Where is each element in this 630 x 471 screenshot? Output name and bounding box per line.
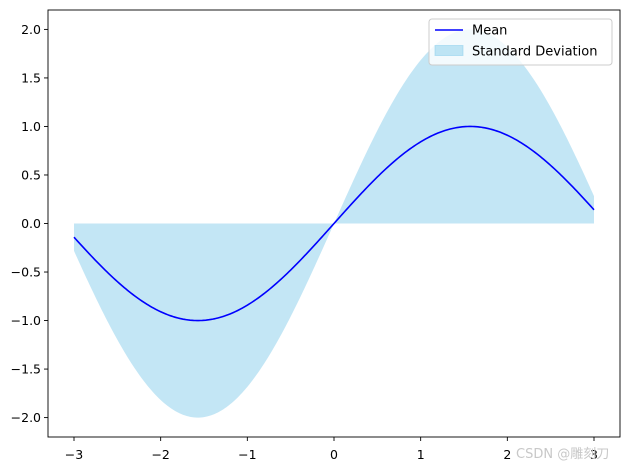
plot-area: [73, 29, 595, 418]
mean-line: [73, 125, 595, 322]
x-axis: −3 −2 −1 0 1 2 3: [65, 437, 598, 462]
x-tick-label: −3: [65, 447, 83, 462]
x-tick-label: 2: [503, 447, 511, 462]
y-tick-label: 0.0: [21, 216, 41, 231]
x-tick-label: 0: [330, 447, 338, 462]
y-tick-label: −2.0: [11, 410, 41, 425]
watermark: CSDN @雕刻刀: [516, 447, 609, 462]
legend-mean-label: Mean: [472, 24, 507, 39]
x-tick-label: 3: [590, 447, 598, 462]
y-axis: −2.0 −1.5 −1.0 −0.5 0.0 0.5 1.0 1.5 2.0: [11, 22, 48, 425]
y-tick-label: 2.0: [21, 22, 41, 37]
x-tick-label: 1: [417, 447, 425, 462]
y-tick-label: −1.5: [11, 362, 41, 377]
x-tick-label: −1: [238, 447, 256, 462]
legend-std-swatch: [434, 45, 464, 56]
y-tick-label: 0.5: [21, 167, 41, 182]
y-tick-label: 1.5: [21, 70, 41, 85]
legend-std-label: Standard Deviation: [472, 45, 597, 60]
x-tick-label: −2: [151, 447, 169, 462]
y-tick-label: 1.0: [21, 119, 41, 134]
y-tick-label: −0.5: [11, 265, 41, 280]
legend-box: [428, 18, 613, 66]
legend: Mean Standard Deviation: [428, 18, 613, 66]
y-tick-label: −1.0: [11, 313, 41, 328]
